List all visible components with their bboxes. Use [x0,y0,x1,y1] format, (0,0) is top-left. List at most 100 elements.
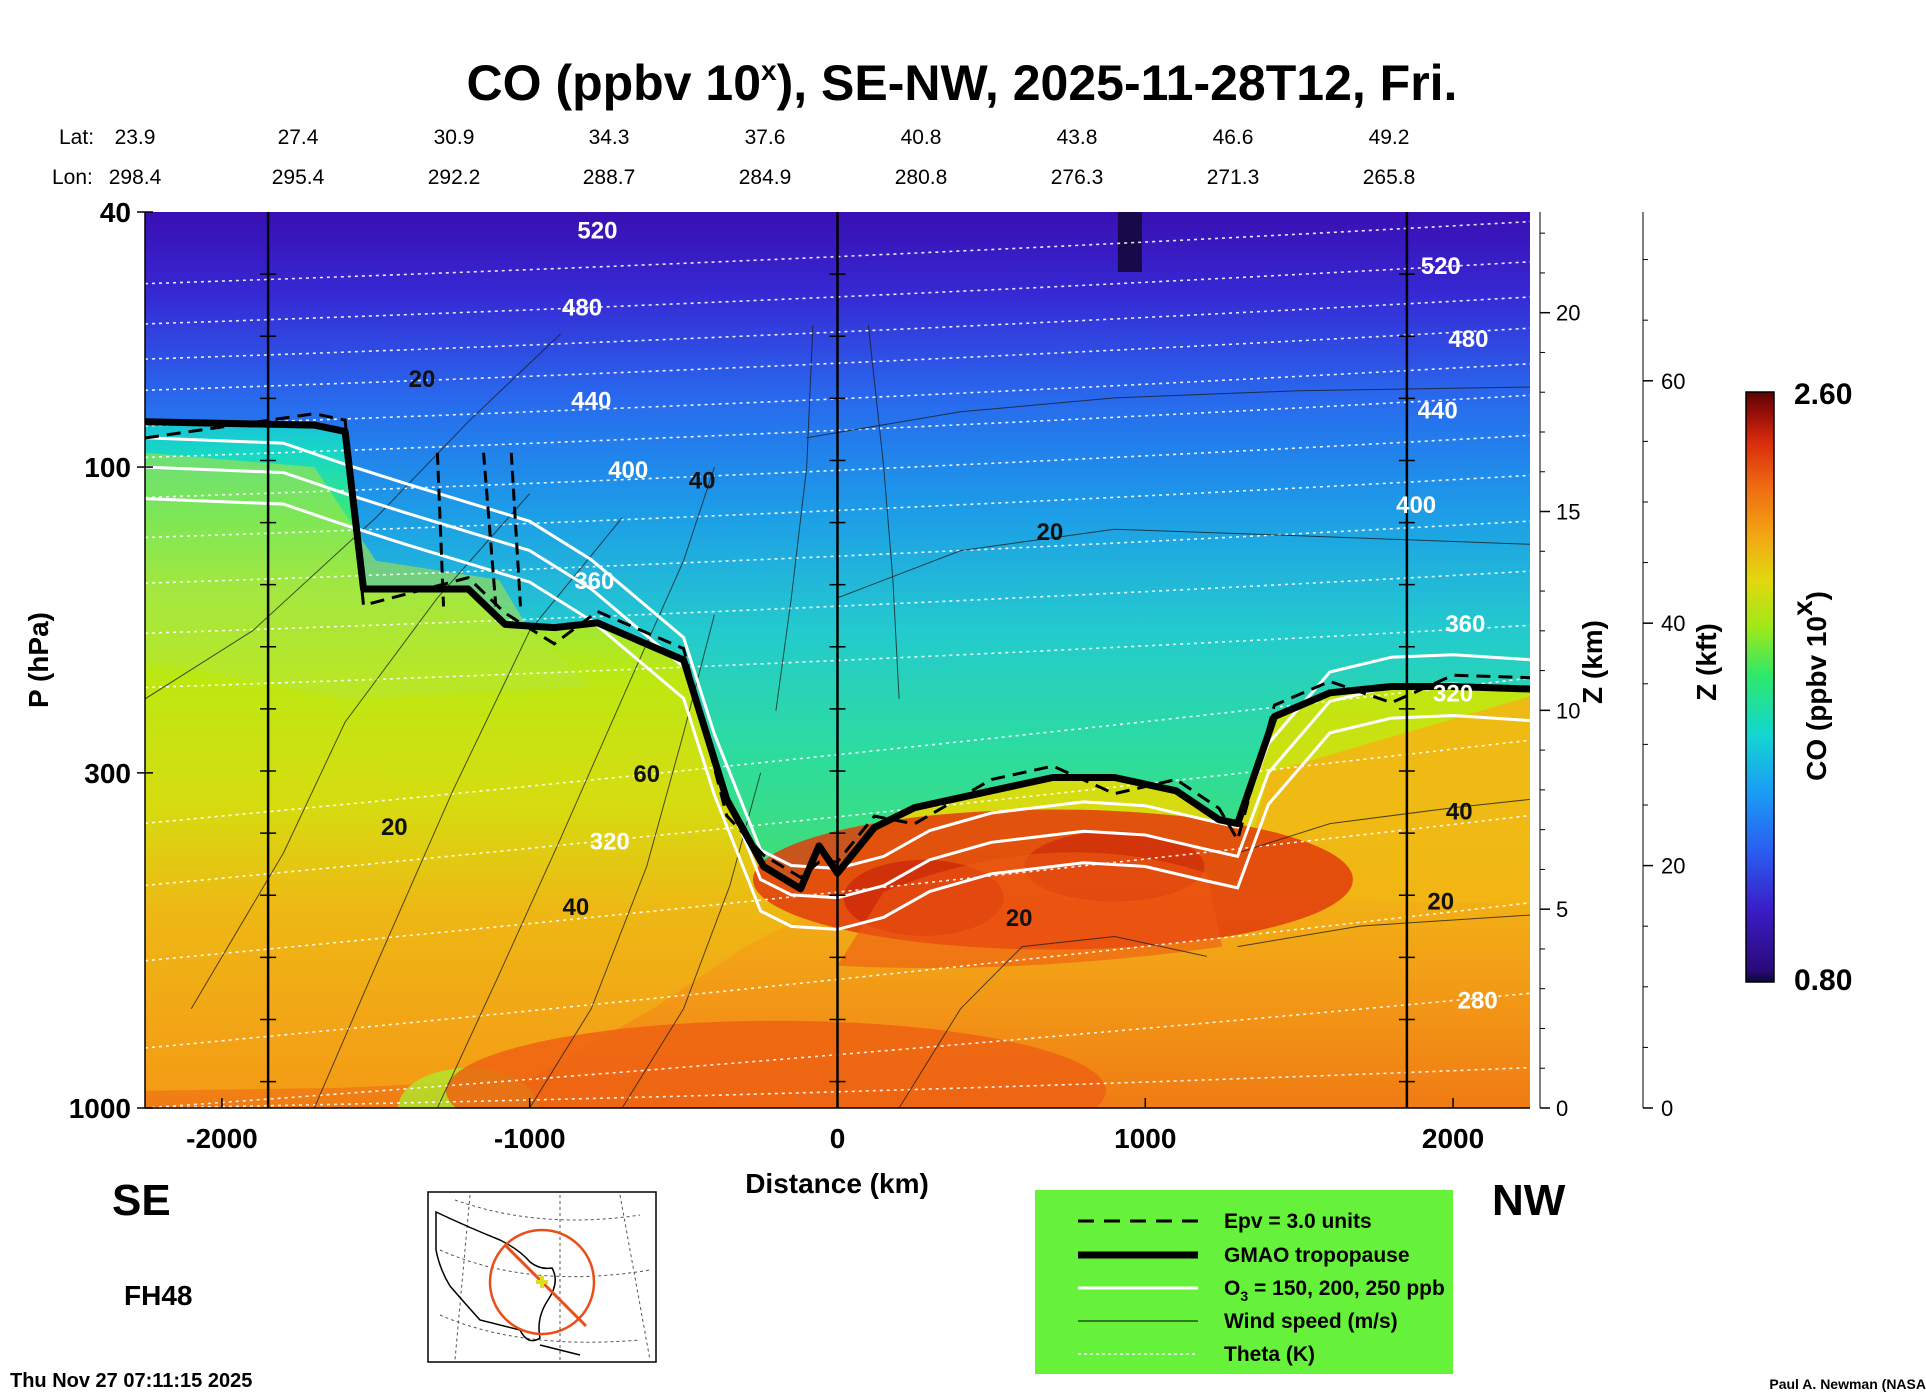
lat-value: 30.9 [434,126,475,149]
z-km-tick-label: 10 [1556,698,1580,723]
wind-contour [1237,798,1530,854]
credit: Paul A. Newman (NASA [1769,1376,1926,1392]
lat-value: 23.9 [115,126,156,149]
axes: -2000 -1000 0 1000 2000 40 100 300 1000 0 5 10 15 20 0… [69,197,1686,1154]
lon-label: Lon: [52,166,93,189]
legend-theta: Theta (K) [1224,1343,1315,1366]
z-km-tick-label: 5 [1556,897,1568,922]
legend-tropopause: GMAO tropopause [1224,1244,1410,1267]
nw-label: NW [1492,1176,1566,1225]
wind-contour [145,333,561,700]
theta-label: 320 [590,828,630,855]
tropo-green-field [145,452,592,699]
theta-label: 480 [562,294,602,321]
wind-label: 20 [1427,888,1454,915]
lat-value: 43.8 [1057,126,1098,149]
lon-value: 284.9 [739,166,792,189]
latlon-header: 23.9 27.4 30.9 34.3 37.6 40.8 43.8 46.6 49.2 298.… [109,126,1416,189]
theta-label: 520 [1421,253,1461,280]
ozone-contour [145,497,1530,931]
legend-ozone: O3 = 150, 200, 250 ppb [1224,1277,1445,1304]
z-kft-tick-label: 40 [1661,611,1685,636]
theta-label: 400 [608,457,648,484]
legend: Epv = 3.0 units GMAO tropopause O3 = 150… [1035,1190,1453,1374]
wind-contour [775,324,814,711]
lat-value: 46.6 [1213,126,1254,149]
lon-value: 276.3 [1051,166,1104,189]
wind-contour [837,528,1530,599]
lat-label: Lat: [59,126,94,149]
epv-contour [435,452,446,607]
theta-label: 440 [571,387,611,414]
inset-map [427,1191,657,1363]
colorbar-min-label: 0.80 [1794,964,1852,997]
y-axis-label: P (hPa) [23,612,54,708]
wind-contour [806,386,1530,439]
theta-label: 280 [1458,988,1498,1015]
wind-contour [867,324,900,699]
lat-value: 27.4 [278,126,319,149]
lat-value: 40.8 [901,126,942,149]
wind-label: 60 [633,761,660,788]
lon-value: 288.7 [583,166,636,189]
theta-label: 320 [1433,680,1473,707]
se-label: SE [112,1176,171,1225]
wind-contour [313,517,623,1108]
epv-contour [509,452,522,607]
wind-label: 20 [1037,519,1064,546]
colorbar-label: CO (ppbv 10x) [1787,591,1832,781]
theta-contour [145,1066,1530,1108]
colorbar-max-label: 2.60 [1794,378,1852,411]
x-tick-label: 0 [830,1123,846,1154]
wind-label: 40 [563,894,590,921]
x-tick-label: -2000 [186,1123,258,1154]
theta-label: 480 [1448,326,1488,353]
lon-value: 295.4 [272,166,325,189]
ozone-contour [145,465,1530,900]
lon-value: 292.2 [428,166,481,189]
x-tick-label: 2000 [1422,1123,1484,1154]
lat-value: 49.2 [1369,126,1410,149]
lon-value: 271.3 [1207,166,1260,189]
theta-label: 360 [574,568,614,595]
plot-area: 520 520 480 480 440 440 400 400 360 360 320 320 280 2… [145,212,1530,1108]
x-tick-label: -1000 [494,1123,566,1154]
wind-label: 40 [689,467,716,494]
lon-value: 280.8 [895,166,948,189]
z-km-tick-label: 20 [1556,301,1580,326]
y-tick-label: 40 [100,197,131,228]
wind-label: 20 [1006,905,1033,932]
z-km-axis-label: Z (km) [1577,620,1608,704]
lat-value: 37.6 [745,126,786,149]
forecast-hour-label: FH48 [124,1280,192,1311]
lon-value: 298.4 [109,166,162,189]
wind-label: 40 [1446,799,1473,826]
red-plume-low [446,1020,1106,1108]
legend-wind: Wind speed (m/s) [1224,1310,1398,1333]
y-tick-label: 100 [84,452,131,483]
theta-label: 360 [1445,611,1485,638]
theta-label: 440 [1418,398,1458,425]
wind-contour [898,935,1207,1108]
colorbar [1745,391,1775,983]
y-tick-label: 300 [84,758,131,789]
z-kft-tick-label: 0 [1661,1096,1673,1121]
z-km-tick-label: 15 [1556,500,1580,525]
timestamp: Thu Nov 27 07:11:15 2025 [10,1370,252,1392]
y-tick-label: 1000 [69,1093,131,1124]
z-kft-tick-label: 60 [1661,369,1685,394]
wind-label: 20 [381,814,408,841]
epv-contour [482,452,498,607]
lat-value: 34.3 [589,126,630,149]
z-kft-axis-label: Z (kft) [1691,623,1722,701]
legend-epv: Epv = 3.0 units [1224,1210,1372,1233]
x-tick-label: 1000 [1114,1123,1176,1154]
lon-value: 265.8 [1363,166,1416,189]
low-co-patch [1117,212,1142,272]
theta-label: 520 [577,218,617,245]
chart-title: CO (ppbv 10x), SE-NW, 2025-11-28T12, Fri… [467,55,1458,111]
z-kft-tick-label: 20 [1661,854,1685,879]
wind-label: 20 [409,366,436,393]
wind-contour [436,466,715,1108]
